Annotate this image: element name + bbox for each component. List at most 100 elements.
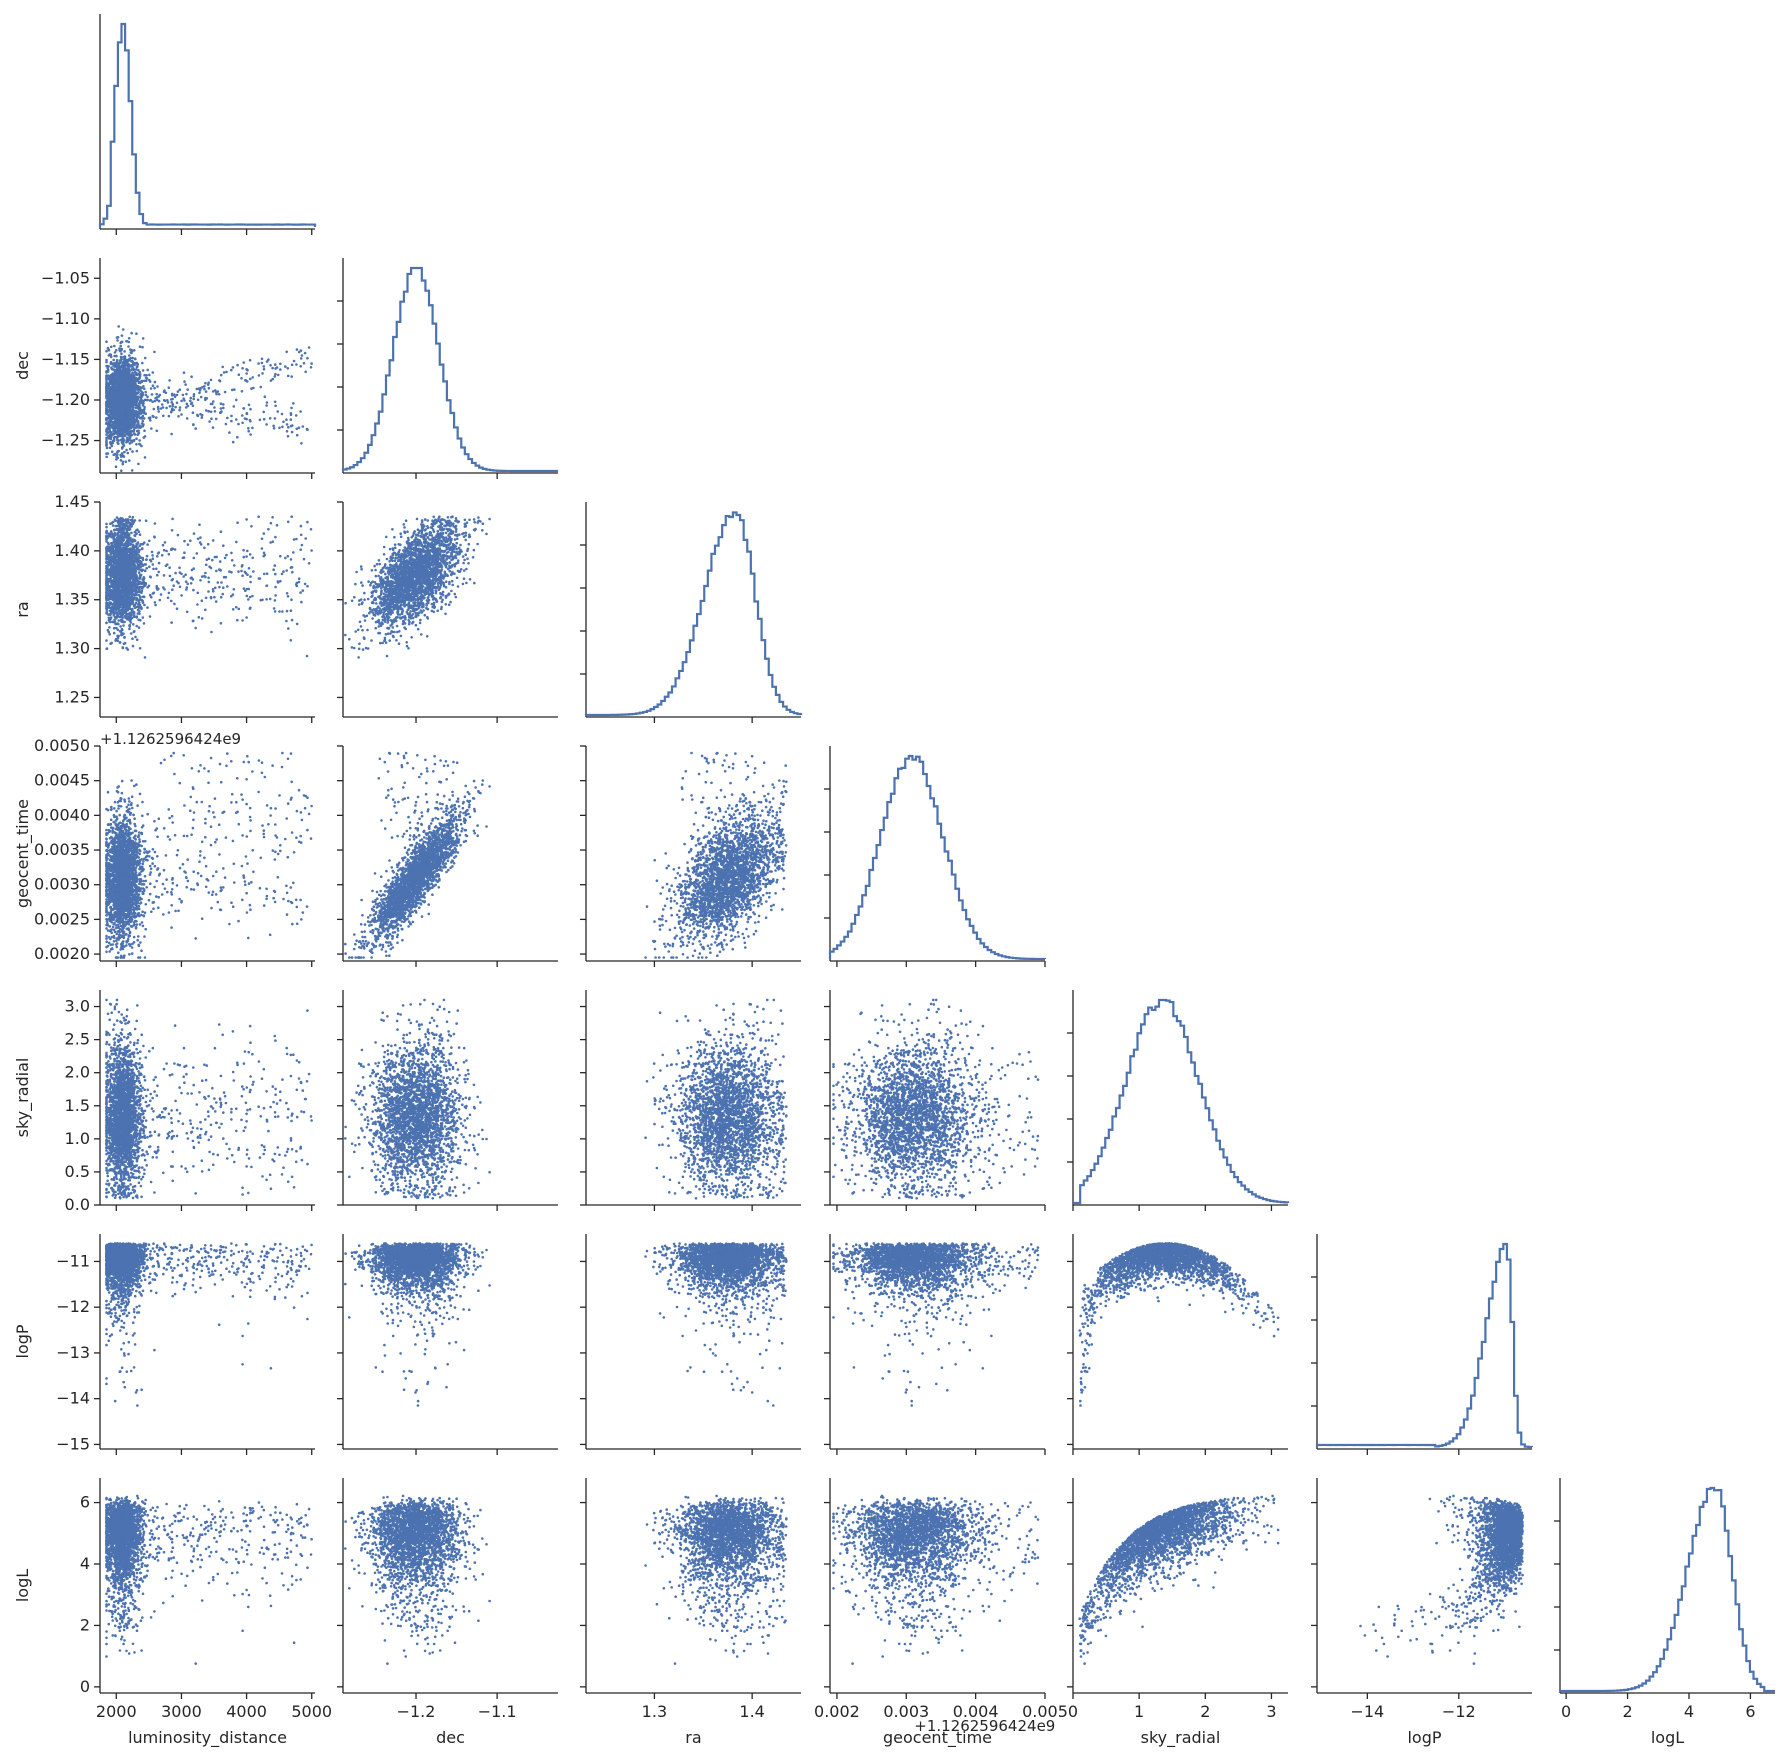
scatter-point: [158, 395, 161, 398]
scatter-point: [128, 341, 131, 344]
scatter-point: [282, 421, 285, 424]
y-tick-label: −1.20: [41, 390, 90, 409]
scatter-point: [180, 400, 183, 403]
scatter-point: [145, 374, 148, 377]
scatter-point: [171, 393, 174, 396]
scatter-point: [113, 355, 116, 358]
scatter-point: [110, 432, 113, 435]
scatter-point: [277, 410, 280, 413]
scatter-point: [261, 358, 264, 361]
scatter-point: [105, 444, 108, 447]
scatter-point: [117, 325, 120, 328]
scatter-point: [248, 404, 251, 407]
scatter-point: [121, 334, 124, 337]
scatter-point: [115, 465, 118, 468]
scatter-point: [116, 436, 119, 439]
scatter-point: [212, 400, 215, 403]
scatter-point: [177, 415, 180, 418]
scatter-point: [287, 426, 290, 429]
scatter-point: [120, 356, 123, 359]
scatter-point: [196, 388, 199, 391]
scatter-point: [260, 386, 263, 389]
scatter-point: [117, 442, 120, 445]
scatter-point: [199, 413, 202, 416]
scatter-point: [131, 450, 134, 453]
scatter-point: [287, 435, 290, 438]
y-tick-label: −1.05: [41, 268, 90, 287]
scatter-point: [154, 397, 157, 400]
scatter-point: [308, 346, 311, 349]
scatter-point: [281, 426, 284, 429]
scatter-point: [139, 382, 142, 385]
scatter-point: [124, 357, 127, 360]
scatter-point: [228, 431, 231, 434]
scatter-point: [258, 374, 261, 377]
scatter-point: [218, 393, 221, 396]
scatter-point: [113, 345, 116, 348]
scatter-point: [171, 398, 174, 401]
scatter-point: [295, 414, 298, 417]
scatter-point: [185, 393, 188, 396]
scatter-point: [296, 428, 299, 431]
scatter-point: [197, 399, 200, 402]
scatter-point: [249, 378, 252, 381]
scatter-point: [269, 417, 272, 420]
scatter-point: [244, 417, 247, 420]
scatter-point: [219, 411, 222, 414]
scatter-point: [232, 441, 235, 444]
scatter-point: [274, 417, 277, 420]
scatter-point: [146, 399, 149, 402]
scatter-point: [132, 430, 135, 433]
scatter-point: [133, 382, 136, 385]
scatter-point: [142, 369, 145, 372]
scatter-point: [192, 398, 195, 401]
scatter-point: [111, 450, 114, 453]
scatter-point: [105, 456, 108, 459]
scatter-point: [121, 341, 124, 344]
scatter-point: [293, 360, 296, 363]
scatter-point: [201, 416, 204, 419]
scatter-point: [274, 401, 277, 404]
scatter-point: [114, 363, 117, 366]
scatter-point: [192, 411, 195, 414]
scatter-point: [193, 393, 196, 396]
scatter-point: [184, 383, 187, 386]
scatter-point: [238, 373, 241, 376]
scatter-point: [107, 365, 110, 368]
scatter-point: [214, 389, 217, 392]
scatter-point: [290, 425, 293, 428]
scatter-point: [242, 407, 245, 410]
scatter-point: [274, 405, 277, 408]
scatter-point: [144, 357, 147, 360]
scatter-point: [105, 441, 108, 444]
scatter-point: [105, 422, 108, 425]
scatter-point: [114, 371, 117, 374]
scatter-point: [272, 425, 275, 428]
scatter-point: [296, 434, 299, 437]
scatter-point: [150, 427, 153, 430]
scatter-point: [210, 379, 213, 382]
scatter-point: [298, 351, 301, 354]
scatter-point: [300, 442, 303, 445]
scatter-points: [105, 325, 313, 472]
scatter-point: [290, 412, 293, 415]
scatter-point: [249, 408, 252, 411]
scatter-point: [263, 365, 266, 368]
scatter-point: [220, 407, 223, 410]
scatter-point: [115, 349, 118, 352]
scatter-point: [131, 434, 134, 437]
scatter-point: [121, 454, 124, 457]
scatter-point: [171, 405, 174, 408]
scatter-point: [179, 406, 182, 409]
scatter-point: [123, 451, 126, 454]
scatter-point: [230, 420, 233, 423]
scatter-point: [277, 374, 280, 377]
scatter-point: [215, 418, 218, 421]
scatter-point: [273, 427, 276, 430]
scatter-point: [121, 387, 124, 390]
scatter-point: [304, 352, 307, 355]
scatter-point: [142, 423, 145, 426]
scatter-point: [192, 404, 195, 407]
scatter-point: [105, 350, 108, 353]
scatter-point: [107, 347, 110, 350]
